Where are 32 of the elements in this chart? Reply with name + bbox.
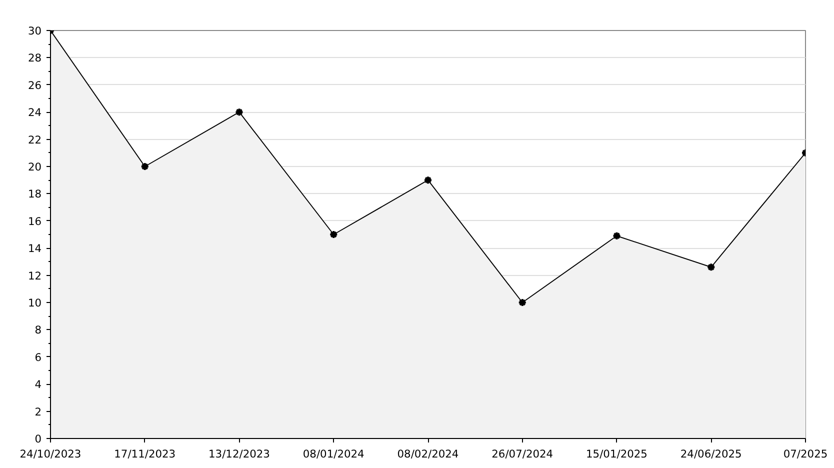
point (612, 231, 622, 240)
y-tick-label: 24 (28, 106, 42, 120)
y-tick-label: 12 (28, 269, 42, 282)
y-tick-label: 4 (34, 378, 42, 392)
x-tick-label: 13/12/2023 (208, 448, 270, 460)
y-tick-label: 30 (28, 24, 42, 38)
x-tick-label: 07/2025 (783, 448, 828, 460)
point (424, 176, 432, 185)
point (234, 108, 244, 117)
y-tick-label: 8 (34, 324, 42, 337)
x-tick-label: 08/02/2024 (397, 448, 459, 460)
y-tick-label: 6 (34, 350, 42, 364)
point (329, 230, 338, 239)
x-tick-label: 26/07/2024 (492, 448, 554, 460)
x-tick-label: 15/01/2025 (586, 448, 648, 460)
y-tick-label: 28 (28, 52, 42, 65)
y-tick-label: 20 (28, 160, 42, 174)
point (140, 162, 150, 171)
point (706, 262, 716, 272)
x-tick-label: 24/06/2025 (680, 448, 742, 460)
point (518, 298, 527, 307)
y-tick-label: 2 (34, 405, 42, 418)
x-tick-label: 17/11/2023 (114, 448, 176, 460)
x-tick-label: 08/01/2024 (302, 448, 365, 460)
y-tick-label: 18 (28, 188, 42, 201)
y-tick-label: 14 (28, 242, 42, 256)
y-tick-label: 0 (34, 432, 42, 446)
y-tick-label: 10 (28, 296, 42, 310)
y-tick-label: 26 (28, 78, 42, 92)
x-tick-label: 24/10/2023 (20, 448, 82, 460)
y-tick-label: 16 (28, 214, 42, 228)
y-tick-label: 22 (28, 133, 42, 146)
